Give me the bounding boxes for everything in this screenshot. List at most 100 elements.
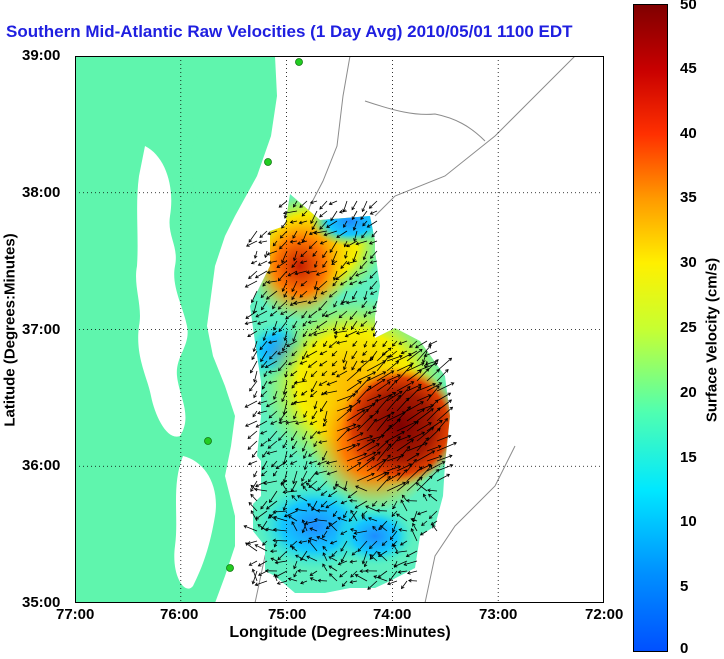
velocity-arrow bbox=[255, 270, 268, 279]
velocity-arrowhead bbox=[280, 311, 284, 315]
velocity-arrow bbox=[346, 443, 360, 452]
velocity-arrowhead bbox=[448, 399, 453, 403]
velocity-arrowhead bbox=[300, 282, 305, 287]
velocity-arrowhead bbox=[308, 245, 313, 250]
velocity-arrow bbox=[273, 320, 278, 331]
velocity-arrow bbox=[292, 470, 298, 484]
y-tick-label: 37:00 bbox=[22, 321, 61, 338]
velocity-arrowhead bbox=[322, 422, 327, 427]
velocity-arrow bbox=[253, 390, 258, 398]
velocity-arrowhead bbox=[349, 559, 354, 564]
velocity-arrow bbox=[308, 450, 318, 457]
velocity-arrow bbox=[356, 371, 376, 382]
velocity-arrowhead bbox=[435, 359, 439, 363]
velocity-arrowhead bbox=[425, 368, 430, 372]
velocity-arrowhead bbox=[326, 471, 331, 476]
velocity-arrow bbox=[278, 360, 288, 371]
velocity-arrowhead bbox=[299, 361, 304, 365]
velocity-arrow bbox=[401, 494, 408, 502]
velocity-arrowhead bbox=[276, 581, 281, 585]
velocity-arrow bbox=[280, 230, 288, 239]
velocity-arrowhead bbox=[337, 561, 342, 566]
colorbar-tick-label: 40 bbox=[680, 124, 697, 142]
velocity-arrow bbox=[255, 510, 268, 520]
velocity-arrowhead bbox=[338, 314, 343, 319]
velocity-arrow bbox=[428, 494, 438, 502]
radar-station bbox=[226, 564, 234, 572]
velocity-arrowhead bbox=[448, 454, 453, 459]
velocity-arrow bbox=[354, 500, 368, 509]
velocity-arrowhead bbox=[363, 296, 368, 301]
velocity-arrowhead bbox=[250, 493, 254, 498]
velocity-arrow bbox=[314, 519, 328, 522]
velocity-arrowhead bbox=[340, 558, 345, 563]
velocity-arrowhead bbox=[387, 475, 391, 480]
velocity-arrowhead bbox=[302, 378, 306, 382]
velocity-arrow bbox=[245, 420, 258, 427]
velocity-arrowhead bbox=[322, 563, 326, 568]
velocity-arrowhead bbox=[340, 265, 344, 269]
velocity-arrowhead bbox=[257, 401, 262, 405]
velocity-arrowhead bbox=[310, 220, 314, 225]
velocity-arrowhead bbox=[437, 445, 442, 449]
velocity-arrow bbox=[406, 442, 428, 452]
velocity-arrow bbox=[396, 362, 414, 372]
velocity-arrow bbox=[376, 347, 392, 362]
velocity-arrow bbox=[400, 499, 408, 512]
velocity-arrowhead bbox=[344, 255, 348, 259]
velocity-arrowhead bbox=[357, 462, 362, 466]
velocity-arrowhead bbox=[277, 277, 282, 282]
velocity-arrowhead bbox=[355, 273, 359, 277]
velocity-arrowhead bbox=[323, 391, 328, 395]
velocity-arrowhead bbox=[415, 453, 420, 457]
velocity-arrowhead bbox=[410, 439, 415, 443]
velocity-arrow bbox=[322, 420, 328, 427]
velocity-arrow bbox=[356, 415, 373, 432]
velocity-arrow bbox=[291, 546, 298, 552]
velocity-arrow bbox=[376, 425, 392, 442]
velocity-arrow bbox=[351, 350, 358, 359]
velocity-arrowhead bbox=[438, 455, 443, 459]
velocity-arrowhead bbox=[362, 222, 366, 227]
velocity-arrowhead bbox=[313, 286, 318, 290]
velocity-arrow bbox=[329, 240, 338, 253]
velocity-arrowhead bbox=[341, 583, 346, 587]
velocity-arrowhead bbox=[369, 554, 373, 558]
velocity-arrowhead bbox=[325, 460, 330, 465]
velocity-arrow bbox=[299, 200, 308, 208]
velocity-arrowhead bbox=[272, 538, 276, 543]
velocity-arrowhead bbox=[430, 521, 435, 526]
velocity-arrow bbox=[429, 510, 438, 519]
velocity-arrowhead bbox=[265, 527, 269, 532]
velocity-arrowhead bbox=[407, 406, 411, 410]
velocity-arrow bbox=[416, 408, 434, 422]
velocity-arrow bbox=[258, 240, 268, 243]
velocity-arrow bbox=[366, 371, 386, 382]
velocity-arrowhead bbox=[285, 420, 290, 425]
velocity-arrow bbox=[301, 390, 308, 396]
velocity-arrow bbox=[276, 460, 288, 469]
velocity-arrow bbox=[366, 394, 381, 402]
velocity-arrow bbox=[267, 270, 278, 274]
velocity-arrow bbox=[255, 544, 268, 552]
velocity-arrowhead bbox=[272, 242, 277, 247]
velocity-arrowhead bbox=[282, 490, 287, 494]
velocity-arrowhead bbox=[285, 315, 289, 320]
velocity-arrow bbox=[277, 580, 288, 585]
velocity-arrowhead bbox=[436, 385, 440, 389]
velocity-arrowhead bbox=[392, 543, 397, 548]
velocity-arrow bbox=[268, 260, 278, 264]
velocity-arrow bbox=[416, 427, 434, 442]
velocity-arrowhead bbox=[338, 209, 343, 214]
velocity-arrow bbox=[396, 435, 411, 442]
velocity-arrowhead bbox=[351, 206, 355, 211]
velocity-arrow bbox=[309, 527, 318, 532]
velocity-arrow bbox=[264, 250, 268, 258]
velocity-arrow bbox=[288, 578, 298, 582]
velocity-arrow bbox=[370, 210, 378, 215]
velocity-arrow bbox=[350, 510, 358, 522]
velocity-arrowhead bbox=[298, 540, 303, 544]
velocity-arrow bbox=[396, 481, 410, 492]
velocity-arrow bbox=[386, 390, 403, 402]
velocity-arrow bbox=[246, 240, 258, 247]
